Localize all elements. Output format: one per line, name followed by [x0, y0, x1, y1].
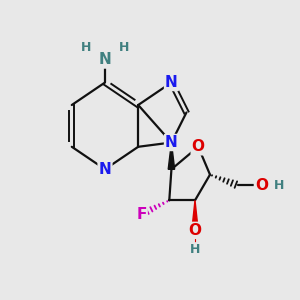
Text: H: H: [273, 179, 284, 192]
Text: H: H: [119, 40, 130, 54]
Text: O: O: [192, 139, 205, 154]
Text: H: H: [80, 40, 91, 54]
Text: O: O: [255, 178, 268, 193]
Text: N: N: [165, 75, 178, 90]
Text: N: N: [165, 135, 178, 150]
Text: N: N: [99, 52, 111, 68]
Text: F: F: [136, 207, 147, 222]
Text: N: N: [99, 162, 111, 177]
Text: O: O: [188, 223, 202, 238]
Text: H: H: [190, 243, 200, 256]
Polygon shape: [168, 142, 175, 169]
Polygon shape: [192, 200, 198, 230]
